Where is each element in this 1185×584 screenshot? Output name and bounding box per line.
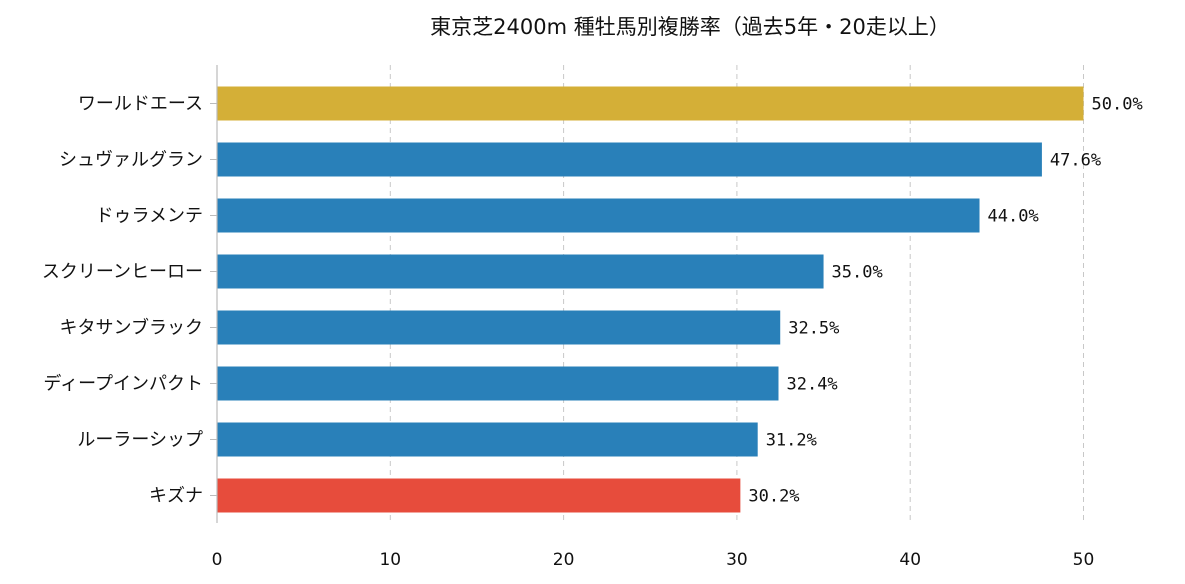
x-tick-label: 10 [379, 550, 401, 570]
bar [217, 478, 741, 513]
bar [217, 142, 1042, 177]
x-tick-label: 20 [553, 550, 575, 570]
value-label: 30.2% [748, 487, 799, 507]
bars [217, 86, 1084, 513]
category-label: シュヴァルグラン [59, 150, 203, 171]
value-label: 32.4% [786, 375, 837, 395]
value-label: 44.0% [988, 207, 1039, 227]
category-label: キズナ [149, 486, 203, 507]
x-tick-label: 0 [212, 550, 223, 570]
x-axis-ticks: 0 10 20 30 40 50 [212, 550, 1095, 570]
bar [217, 310, 781, 345]
x-tick-label: 50 [1073, 550, 1095, 570]
category-label: ワールドエース [78, 94, 203, 115]
category-label: ルーラーシップ [77, 430, 203, 451]
value-labels: 50.0% 47.6% 44.0% 35.0% 32.5% 32.4% 31.2% 30.2% [748, 95, 1142, 507]
category-label: ドゥラメンテ [96, 206, 203, 227]
value-label: 31.2% [766, 431, 817, 451]
bar [217, 366, 779, 401]
value-label: 32.5% [788, 319, 839, 339]
value-label: 47.6% [1050, 151, 1101, 171]
value-label: 50.0% [1092, 95, 1143, 115]
value-label: 35.0% [832, 263, 883, 283]
category-labels: ワールドエースシュヴァルグランドゥラメンテスクリーンヒーローキタサンブラックディ… [42, 94, 217, 507]
x-tick-label: 30 [726, 550, 748, 570]
chart-title: 東京芝2400m 種牡馬別複勝率（過去5年・20走以上） [430, 15, 950, 39]
bar [217, 198, 980, 233]
category-label: キタサンブラック [60, 317, 203, 339]
category-label: スクリーンヒーロー [42, 262, 203, 283]
bar [217, 422, 758, 457]
bar [217, 86, 1084, 121]
x-tick-label: 40 [899, 550, 921, 570]
category-label: ディープインパクト [43, 374, 203, 395]
bar [217, 254, 824, 289]
